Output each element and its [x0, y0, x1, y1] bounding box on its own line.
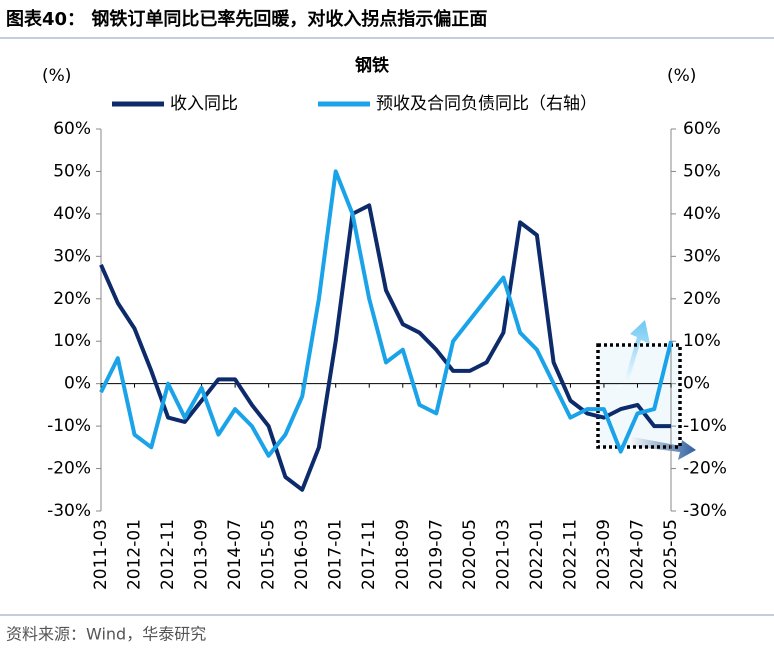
x-tick-label: 2017-11 [359, 519, 379, 590]
y-tick-label: 20% [53, 289, 91, 309]
y2-tick-label: 20% [683, 289, 721, 309]
x-tick-label: 2011-03 [91, 519, 111, 590]
y-axis-label: (%) [42, 66, 71, 86]
y2-tick-label: 10% [683, 331, 721, 351]
series-line [99, 203, 671, 492]
x-tick-label: 2021-03 [493, 519, 513, 590]
y2-tick-label: 40% [683, 204, 721, 224]
page-title: 图表40： 钢铁订单同比已率先回暖，对收入拐点指示偏正面 [6, 8, 487, 30]
y-tick-label: 50% [53, 161, 91, 181]
y2-tick-label: 60% [683, 119, 721, 139]
x-tick-label: 2012-01 [125, 519, 145, 590]
legend-label: 收入同比 [170, 94, 238, 114]
x-tick-label: 2015-05 [259, 519, 279, 590]
x-tick-label: 2025-05 [661, 519, 681, 590]
highlight-box [596, 343, 682, 449]
y-tick-label: -10% [47, 416, 91, 436]
x-tick-label: 2016-03 [292, 519, 312, 590]
x-tick-label: 2023-09 [594, 519, 614, 590]
y-tick-label: 60% [53, 119, 91, 139]
arrow-up [616, 320, 650, 388]
x-tick-label: 2012-11 [158, 519, 178, 590]
x-tick-label: 2024-07 [627, 519, 647, 590]
y-tick-label: 40% [53, 204, 91, 224]
y-tick-label: 10% [53, 331, 91, 351]
y2-tick-label: 30% [683, 246, 721, 266]
y2-tick-label: -30% [683, 501, 727, 521]
x-tick-label: 2022-11 [560, 519, 580, 590]
series-line [99, 169, 673, 458]
y2-axis-label: (%) [667, 66, 696, 86]
y-tick-label: 0% [64, 374, 91, 394]
y-tick-label: -20% [47, 459, 91, 479]
y-tick-label: -30% [47, 501, 91, 521]
arrow-right [628, 436, 696, 460]
x-tick-label: 2014-07 [225, 519, 245, 590]
y2-tick-label: 0% [683, 374, 710, 394]
x-tick-label: 2022-01 [527, 519, 547, 590]
x-tick-label: 2019-07 [426, 519, 446, 590]
x-tick-label: 2017-01 [326, 519, 346, 590]
y2-tick-label: -20% [683, 459, 727, 479]
y2-tick-label: -10% [683, 416, 727, 436]
y-tick-label: 30% [53, 246, 91, 266]
highlight [596, 320, 696, 460]
x-tick-label: 2020-05 [460, 519, 480, 590]
x-tick-label: 2013-09 [192, 519, 212, 590]
x-tick-label: 2018-09 [393, 519, 413, 590]
legend-label: 预收及合同负债同比（右轴） [376, 94, 597, 114]
chart-title: 钢铁 [355, 55, 389, 76]
y2-tick-label: 50% [683, 161, 721, 181]
source: 资料来源：Wind，华泰研究 [6, 625, 206, 644]
